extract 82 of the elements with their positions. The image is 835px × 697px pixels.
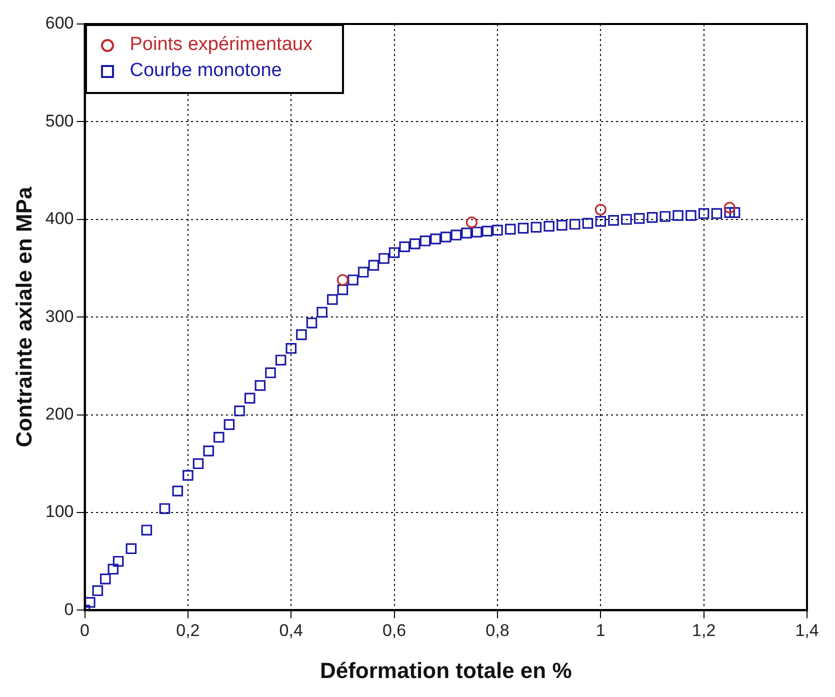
y-tick-label: 400 <box>45 209 74 228</box>
point <box>461 228 472 238</box>
point <box>234 405 245 416</box>
point <box>192 458 204 470</box>
point <box>582 218 594 229</box>
point <box>711 208 722 219</box>
point <box>420 236 431 246</box>
point <box>569 218 580 230</box>
point <box>544 220 554 232</box>
point <box>518 222 529 234</box>
point <box>378 253 390 264</box>
point <box>275 354 286 366</box>
point <box>92 585 104 596</box>
point <box>672 210 684 221</box>
point <box>265 367 276 378</box>
point <box>594 204 606 216</box>
point <box>126 543 137 554</box>
point <box>471 226 482 238</box>
point <box>254 380 266 391</box>
point <box>660 211 671 222</box>
point <box>504 224 516 235</box>
point <box>440 232 452 242</box>
point <box>336 274 349 286</box>
x-tick-label: 0 <box>80 621 90 640</box>
y-axis-title: Contrainte axiale en MPa <box>11 186 36 448</box>
point <box>286 342 297 354</box>
legend-label: Courbe monotone <box>130 59 282 83</box>
point <box>296 329 307 340</box>
point <box>724 202 736 214</box>
y-tick-label: 0 <box>64 600 74 619</box>
point <box>388 247 400 258</box>
point <box>159 503 170 514</box>
point <box>358 266 369 278</box>
x-tick-label: 0,4 <box>279 621 303 640</box>
point <box>466 216 478 228</box>
point <box>646 212 658 223</box>
point <box>326 294 338 305</box>
y-tick-label: 200 <box>45 404 74 424</box>
x-tick-label: 0,6 <box>382 621 406 640</box>
point <box>492 224 503 236</box>
point <box>203 446 214 456</box>
x-tick-label: 1 <box>596 621 606 640</box>
point <box>306 318 318 328</box>
point <box>634 213 645 224</box>
point <box>112 556 124 567</box>
point <box>686 210 696 221</box>
point <box>724 207 736 218</box>
point <box>595 216 606 227</box>
point <box>729 207 740 218</box>
x-tick-label: 0,2 <box>176 621 200 640</box>
point <box>84 596 96 608</box>
point <box>316 306 328 318</box>
point <box>621 214 632 225</box>
point <box>430 234 441 244</box>
y-tick-label: 500 <box>45 111 74 130</box>
point <box>213 432 224 443</box>
point <box>482 226 493 237</box>
point <box>224 419 235 430</box>
legend-label: Points expérimentaux <box>130 33 312 57</box>
point <box>244 392 256 404</box>
point <box>608 214 619 226</box>
point <box>141 524 152 536</box>
point <box>556 220 568 231</box>
point <box>368 260 380 271</box>
y-tick-label: 600 <box>45 14 74 33</box>
point <box>182 470 194 481</box>
point <box>530 222 542 233</box>
point <box>698 208 710 219</box>
x-tick-label: 1,4 <box>795 621 819 640</box>
x-tick-label: 1,2 <box>692 621 716 640</box>
y-tick-label: 300 <box>45 306 74 326</box>
point <box>100 574 111 584</box>
point <box>337 284 348 296</box>
point <box>410 238 420 250</box>
point <box>348 274 358 286</box>
y-tick-label: 100 <box>45 502 74 522</box>
point <box>172 486 184 496</box>
x-axis-title: Déformation totale en % <box>320 658 572 683</box>
point <box>450 230 462 240</box>
x-tick-label: 0,8 <box>486 621 510 640</box>
point <box>399 241 410 252</box>
point <box>108 564 119 575</box>
